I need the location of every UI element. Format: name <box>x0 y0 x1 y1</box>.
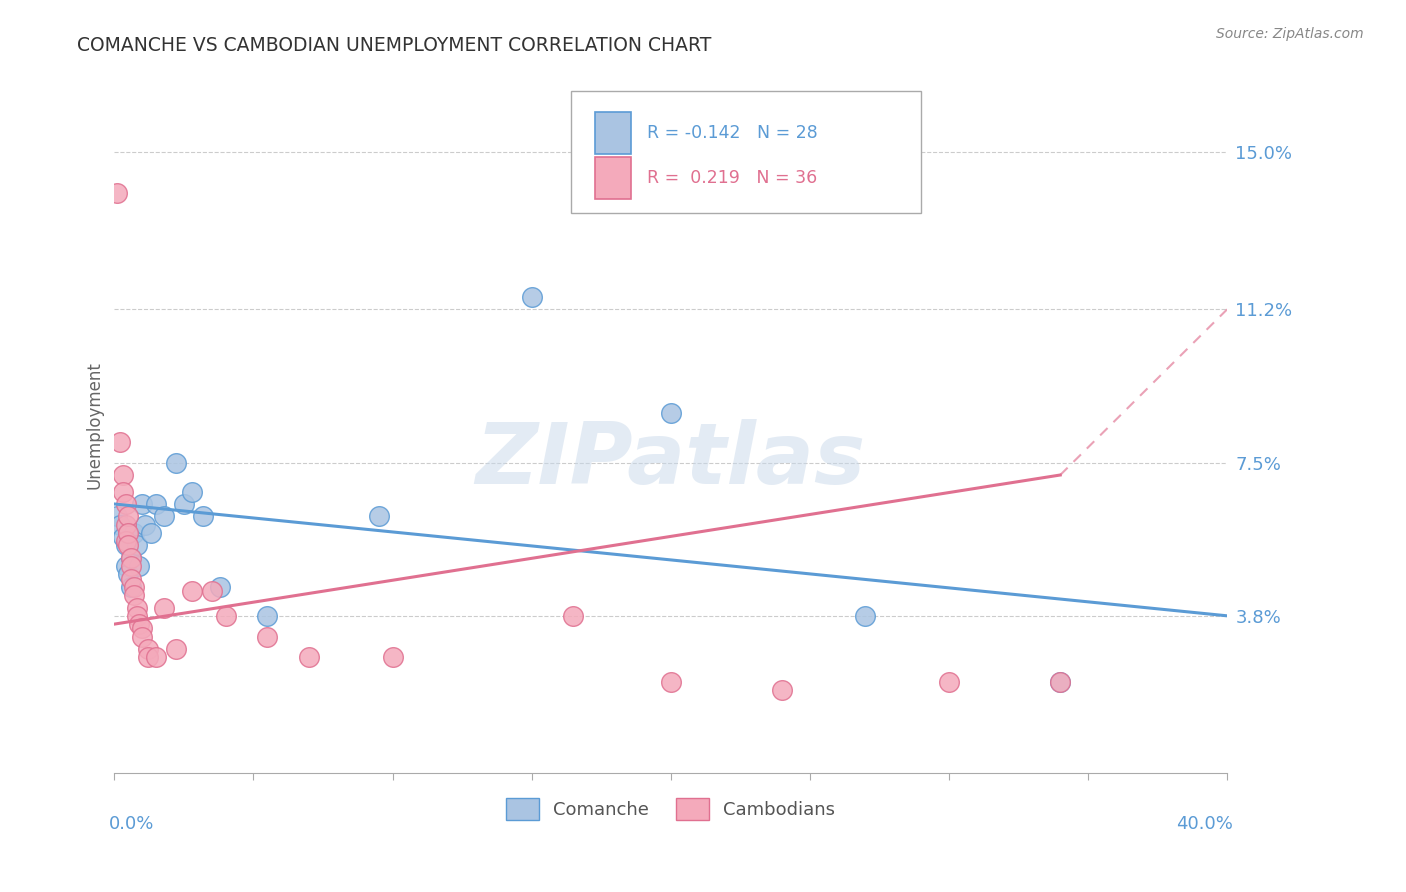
Point <box>298 650 321 665</box>
Point <box>120 550 142 565</box>
Point <box>520 290 543 304</box>
Point <box>128 559 150 574</box>
Text: 40.0%: 40.0% <box>1175 815 1233 833</box>
Point <box>125 608 148 623</box>
Point <box>367 509 389 524</box>
Point <box>117 538 139 552</box>
Point <box>117 526 139 541</box>
Point <box>114 538 136 552</box>
Point <box>145 497 167 511</box>
Point <box>136 650 159 665</box>
Point <box>108 517 131 532</box>
Point <box>165 642 187 657</box>
Point <box>111 468 134 483</box>
Text: R =  0.219   N = 36: R = 0.219 N = 36 <box>647 169 818 187</box>
Point <box>125 600 148 615</box>
Point <box>173 497 195 511</box>
Point <box>181 584 204 599</box>
Point <box>131 621 153 635</box>
Point <box>193 509 215 524</box>
Point <box>770 683 793 698</box>
Point <box>1049 675 1071 690</box>
Point <box>131 630 153 644</box>
Point <box>134 517 156 532</box>
Point <box>122 580 145 594</box>
Point <box>120 550 142 565</box>
Point <box>117 509 139 524</box>
Point <box>139 526 162 541</box>
Y-axis label: Unemployment: Unemployment <box>86 361 103 489</box>
Text: COMANCHE VS CAMBODIAN UNEMPLOYMENT CORRELATION CHART: COMANCHE VS CAMBODIAN UNEMPLOYMENT CORRE… <box>77 36 711 54</box>
Point <box>122 526 145 541</box>
Point <box>105 509 128 524</box>
Legend: Comanche, Cambodians: Comanche, Cambodians <box>499 790 842 827</box>
Point <box>131 497 153 511</box>
Bar <box>595 112 631 154</box>
Text: 0.0%: 0.0% <box>108 815 155 833</box>
FancyBboxPatch shape <box>571 91 921 213</box>
Point <box>120 559 142 574</box>
Point <box>105 186 128 201</box>
Point <box>562 608 585 623</box>
Point <box>117 526 139 541</box>
Point <box>117 567 139 582</box>
Point <box>114 534 136 549</box>
Point <box>181 484 204 499</box>
Point <box>215 608 238 623</box>
Point <box>120 580 142 594</box>
Point <box>938 675 960 690</box>
Point <box>153 600 176 615</box>
Point <box>136 642 159 657</box>
Point <box>659 406 682 420</box>
Point <box>122 588 145 602</box>
Point <box>114 559 136 574</box>
Point <box>209 580 232 594</box>
Point <box>855 608 877 623</box>
Point <box>108 434 131 449</box>
Point <box>201 584 224 599</box>
Bar <box>595 158 631 199</box>
Point <box>145 650 167 665</box>
Point <box>114 497 136 511</box>
Point <box>165 456 187 470</box>
Point <box>1049 675 1071 690</box>
Point <box>659 675 682 690</box>
Point <box>256 630 278 644</box>
Point <box>125 538 148 552</box>
Point <box>256 608 278 623</box>
Point <box>381 650 404 665</box>
Point <box>153 509 176 524</box>
Point <box>111 484 134 499</box>
Point <box>111 530 134 544</box>
Text: R = -0.142   N = 28: R = -0.142 N = 28 <box>647 124 818 142</box>
Point <box>128 617 150 632</box>
Point <box>120 572 142 586</box>
Text: ZIPatlas: ZIPatlas <box>475 418 866 501</box>
Text: Source: ZipAtlas.com: Source: ZipAtlas.com <box>1216 27 1364 41</box>
Point <box>114 517 136 532</box>
